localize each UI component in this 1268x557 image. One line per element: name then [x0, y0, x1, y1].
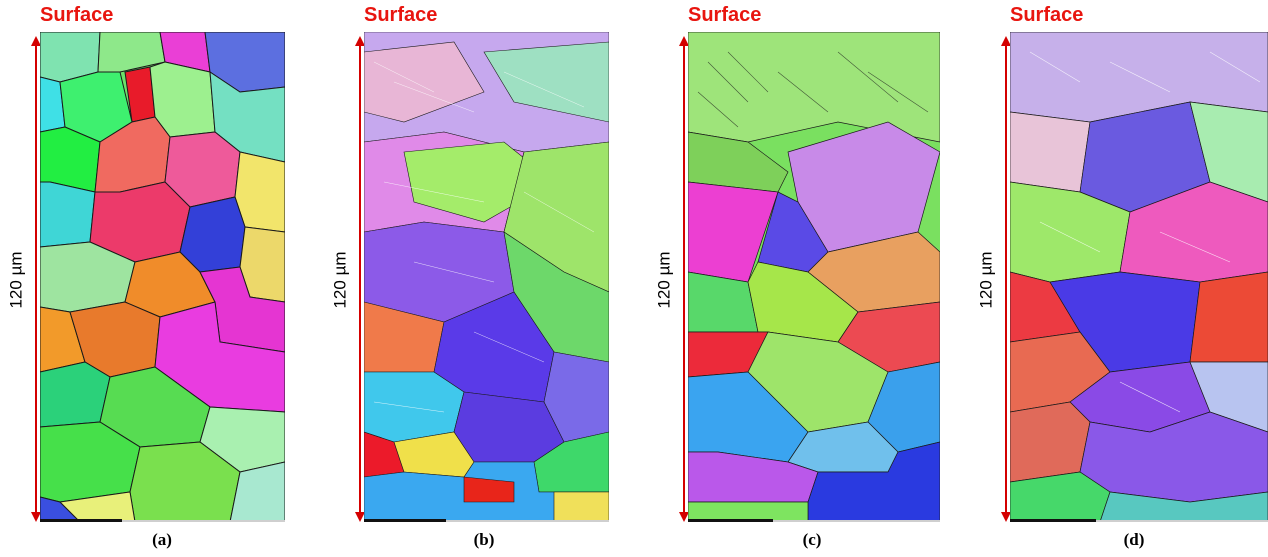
scale-bar-tail [122, 520, 285, 522]
ebsd-image [40, 32, 285, 522]
scale-label: 120 µm [330, 251, 350, 309]
scale-bar-tail [1096, 520, 1268, 522]
ebsd-image [1010, 32, 1268, 522]
ebsd-image [688, 32, 940, 522]
surface-label: Surface [1010, 4, 1084, 26]
scale-bar [40, 519, 122, 522]
ebsd-map-a [40, 32, 285, 522]
scale-bar [688, 519, 773, 522]
ebsd-map-b [364, 32, 609, 522]
panel-caption: (a) [152, 530, 172, 549]
surface-label: Surface [364, 4, 438, 26]
ebsd-map-d [1010, 32, 1268, 522]
panel-b: Surface 120 µm [322, 0, 622, 557]
panel-caption: (c) [802, 530, 822, 549]
panel-caption: (d) [1123, 530, 1145, 549]
ebsd-map-c [688, 32, 940, 522]
surface-label: Surface [688, 4, 762, 26]
scale-arrow [31, 36, 41, 522]
scale-label: 120 µm [6, 251, 26, 309]
ebsd-image [364, 32, 609, 522]
scale-arrow [1001, 36, 1011, 522]
panel-a: Surface 120 µm [0, 0, 300, 557]
scale-bar-tail [773, 520, 940, 522]
panel-caption: (b) [473, 530, 495, 549]
scale-label: 120 µm [654, 251, 674, 309]
scale-arrow [355, 36, 365, 522]
scale-bar [1010, 519, 1096, 522]
surface-label: Surface [40, 4, 114, 26]
scale-label: 120 µm [976, 251, 996, 309]
scale-bar [364, 519, 446, 522]
panel-d: Surface 120 µm [968, 0, 1268, 557]
scale-arrow [679, 36, 689, 522]
panel-c: Surface 120 µm [646, 0, 946, 557]
scale-bar-tail [446, 520, 609, 522]
